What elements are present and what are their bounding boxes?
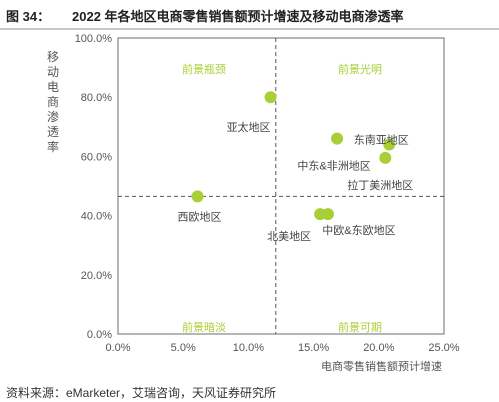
quadrant-label-top-left: 前景瓶颈 — [182, 62, 226, 76]
y-tick-label: 80.0% — [81, 92, 112, 104]
data-point-label: 拉丁美洲地区 — [347, 178, 413, 192]
figure-header: 图 34： 2022 年各地区电商零售销售额预计增速及移动电商渗透率 — [0, 0, 499, 30]
data-point-label: 北美地区 — [267, 230, 311, 243]
y-tick-label: 100.0% — [75, 33, 113, 45]
data-point-label: 亚太地区 — [227, 121, 271, 134]
x-axis-title: 电商零售销售额预计增速 — [321, 359, 442, 373]
data-point-label: 东南亚地区 — [354, 134, 409, 147]
data-point-label: 西欧地区 — [178, 210, 222, 223]
data-point — [321, 208, 334, 221]
quadrant-label-bottom-right: 前景可期 — [338, 320, 382, 334]
data-point-label: 中欧&东欧地区 — [322, 224, 395, 237]
figure-label: 图 34： — [6, 9, 51, 24]
y-tick-label: 20.0% — [81, 270, 112, 282]
x-tick-label: 10.0% — [233, 342, 264, 354]
x-tick-label: 5.0% — [171, 342, 196, 354]
quadrant-label-top-right: 前景光明 — [338, 62, 382, 76]
data-point — [191, 190, 204, 203]
data-point — [264, 91, 277, 104]
figure-title: 2022 年各地区电商零售销售额预计增速及移动电商渗透率 — [72, 9, 404, 24]
plot-frame — [117, 37, 445, 335]
source-note: 资料来源：eMarketer，艾瑞咨询，天风证券研究所 — [6, 386, 277, 400]
x-tick-label: 20.0% — [363, 342, 394, 354]
x-tick-label: 0.0% — [105, 342, 130, 354]
y-tick-label: 60.0% — [81, 151, 112, 163]
data-point-label: 中东&非洲地区 — [297, 160, 370, 173]
data-point — [379, 151, 392, 164]
data-point — [331, 132, 344, 145]
data-point — [383, 138, 396, 151]
x-tick-label: 25.0% — [428, 342, 459, 354]
y-axis-title: 移动电商渗透率 — [46, 50, 59, 154]
x-tick-label: 15.0% — [298, 342, 329, 354]
y-tick-label: 40.0% — [81, 211, 112, 223]
quadrant-label-bottom-left: 前景暗淡 — [182, 320, 226, 334]
y-tick-label: 0.0% — [87, 329, 112, 341]
